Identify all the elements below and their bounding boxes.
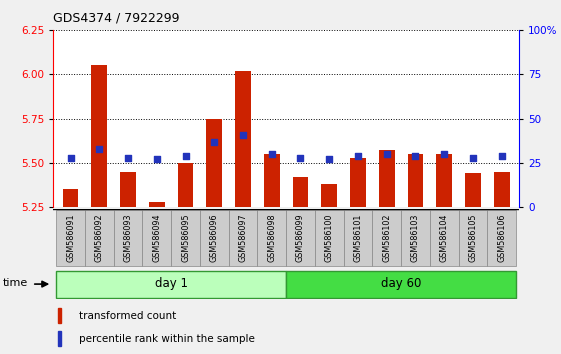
FancyBboxPatch shape xyxy=(142,210,171,266)
FancyBboxPatch shape xyxy=(343,210,373,266)
Point xyxy=(468,155,477,160)
FancyBboxPatch shape xyxy=(257,210,286,266)
Point xyxy=(66,155,75,160)
Bar xyxy=(264,154,279,207)
Text: GSM586096: GSM586096 xyxy=(210,214,219,262)
Bar xyxy=(58,308,61,323)
FancyBboxPatch shape xyxy=(401,210,430,266)
Bar xyxy=(206,119,222,207)
Text: GSM586092: GSM586092 xyxy=(95,214,104,262)
Text: day 60: day 60 xyxy=(381,277,421,290)
Text: GSM586100: GSM586100 xyxy=(325,214,334,262)
Bar xyxy=(321,184,337,207)
FancyBboxPatch shape xyxy=(286,210,315,266)
Point xyxy=(95,146,104,152)
Point xyxy=(353,153,362,159)
FancyBboxPatch shape xyxy=(56,270,286,298)
FancyBboxPatch shape xyxy=(114,210,142,266)
Bar xyxy=(149,202,165,207)
Text: GSM586106: GSM586106 xyxy=(497,214,506,262)
Point xyxy=(411,153,420,159)
Point xyxy=(440,151,449,157)
Bar xyxy=(58,331,61,346)
Bar xyxy=(120,172,136,207)
Bar xyxy=(350,158,366,207)
Bar xyxy=(63,189,79,207)
Text: percentile rank within the sample: percentile rank within the sample xyxy=(79,334,255,344)
Bar xyxy=(91,65,107,207)
Text: GSM586104: GSM586104 xyxy=(440,214,449,262)
Point xyxy=(267,151,276,157)
Text: GSM586097: GSM586097 xyxy=(238,214,247,262)
Text: time: time xyxy=(3,279,28,289)
Bar xyxy=(407,154,424,207)
Point xyxy=(296,155,305,160)
Bar xyxy=(379,150,394,207)
Text: GSM586098: GSM586098 xyxy=(267,214,276,262)
Text: transformed count: transformed count xyxy=(79,311,176,321)
Text: GSM586105: GSM586105 xyxy=(468,214,477,262)
FancyBboxPatch shape xyxy=(200,210,229,266)
Point xyxy=(382,151,391,157)
FancyBboxPatch shape xyxy=(85,210,114,266)
FancyBboxPatch shape xyxy=(373,210,401,266)
Text: GSM586101: GSM586101 xyxy=(353,214,362,262)
Bar xyxy=(436,154,452,207)
FancyBboxPatch shape xyxy=(171,210,200,266)
Bar xyxy=(465,173,481,207)
Text: GSM586102: GSM586102 xyxy=(382,214,391,262)
Text: GSM586091: GSM586091 xyxy=(66,214,75,262)
Bar xyxy=(178,163,194,207)
Bar xyxy=(293,177,309,207)
FancyBboxPatch shape xyxy=(315,210,343,266)
Text: GSM586094: GSM586094 xyxy=(152,214,161,262)
Point xyxy=(497,153,506,159)
FancyBboxPatch shape xyxy=(488,210,516,266)
Bar xyxy=(235,71,251,207)
FancyBboxPatch shape xyxy=(56,210,85,266)
Point xyxy=(210,139,219,144)
Text: GSM586103: GSM586103 xyxy=(411,214,420,262)
FancyBboxPatch shape xyxy=(229,210,257,266)
Text: GSM586099: GSM586099 xyxy=(296,214,305,262)
FancyBboxPatch shape xyxy=(458,210,488,266)
Text: GSM586095: GSM586095 xyxy=(181,214,190,262)
FancyBboxPatch shape xyxy=(430,210,458,266)
Point xyxy=(152,156,161,162)
Point xyxy=(238,132,247,137)
Point xyxy=(123,155,132,160)
Text: day 1: day 1 xyxy=(155,277,187,290)
Text: GSM586093: GSM586093 xyxy=(123,214,132,262)
Point xyxy=(325,156,334,162)
Text: GDS4374 / 7922299: GDS4374 / 7922299 xyxy=(53,12,180,25)
FancyBboxPatch shape xyxy=(286,270,516,298)
Bar xyxy=(494,172,509,207)
Point xyxy=(181,153,190,159)
